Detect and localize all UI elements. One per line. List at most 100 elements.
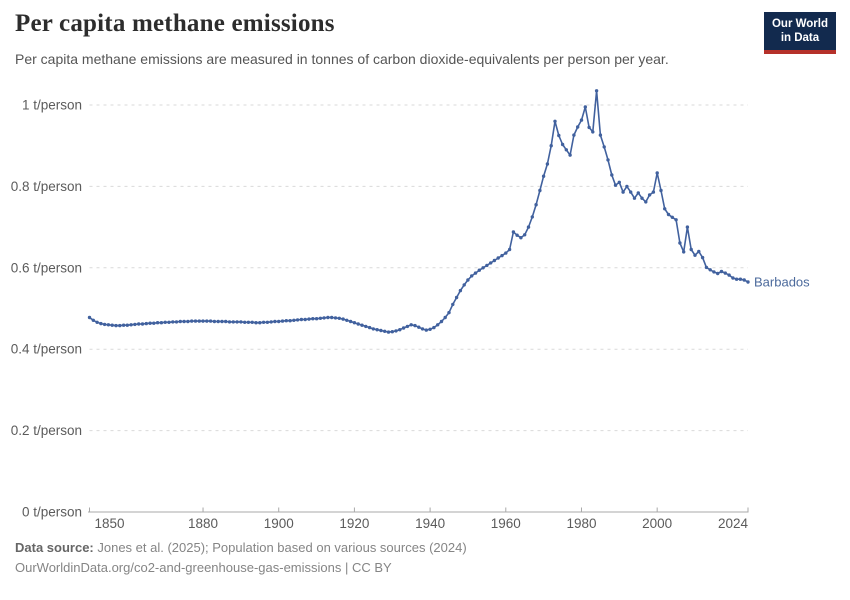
data-point[interactable] [401, 326, 406, 330]
data-point[interactable] [137, 322, 141, 326]
data-point[interactable] [515, 233, 519, 237]
data-point[interactable] [489, 261, 493, 265]
data-point[interactable] [144, 321, 148, 326]
data-point[interactable] [576, 125, 580, 129]
data-point[interactable] [360, 323, 364, 327]
data-point[interactable] [205, 319, 209, 323]
data-point[interactable] [644, 200, 648, 204]
data-point[interactable] [712, 270, 716, 274]
data-point[interactable] [682, 250, 686, 254]
data-point[interactable] [155, 321, 160, 325]
entity-label-barbados[interactable]: Barbados [754, 275, 810, 290]
data-point[interactable] [564, 148, 568, 152]
data-point[interactable] [651, 190, 656, 194]
data-point[interactable] [579, 118, 584, 122]
data-point[interactable] [557, 133, 561, 138]
data-point[interactable] [439, 319, 444, 324]
data-point[interactable] [473, 271, 478, 275]
data-point[interactable] [216, 319, 220, 324]
data-point[interactable] [110, 323, 114, 327]
data-point[interactable] [390, 330, 394, 334]
data-point[interactable] [239, 320, 243, 324]
data-point[interactable] [436, 323, 440, 327]
data-point[interactable] [174, 320, 179, 324]
data-point[interactable] [659, 188, 663, 193]
data-point[interactable] [731, 276, 735, 280]
data-point[interactable] [432, 325, 436, 330]
data-point[interactable] [118, 323, 122, 328]
data-point[interactable] [545, 162, 550, 166]
data-point[interactable] [716, 271, 720, 276]
owid-logo[interactable]: Our World in Data [763, 12, 836, 54]
data-point[interactable] [197, 319, 201, 323]
data-point[interactable] [231, 320, 235, 324]
data-point[interactable] [220, 319, 224, 324]
data-point[interactable] [587, 125, 591, 130]
data-point[interactable] [261, 320, 266, 324]
data-point[interactable] [250, 320, 254, 324]
data-point[interactable] [470, 274, 474, 278]
data-point[interactable] [167, 320, 171, 324]
data-point[interactable] [492, 258, 497, 263]
data-point[interactable] [742, 278, 746, 282]
data-point[interactable] [428, 327, 432, 331]
data-point[interactable] [481, 266, 485, 270]
data-point[interactable] [591, 130, 595, 134]
data-point[interactable] [186, 319, 190, 324]
data-point[interactable] [549, 144, 553, 148]
data-point[interactable] [534, 203, 538, 207]
data-point[interactable] [424, 328, 428, 332]
data-point[interactable] [152, 321, 156, 325]
data-point[interactable] [553, 119, 557, 124]
data-point[interactable] [398, 328, 402, 332]
data-point[interactable] [640, 196, 644, 200]
data-point[interactable] [541, 174, 546, 178]
data-point[interactable] [303, 317, 307, 322]
data-point[interactable] [629, 190, 633, 194]
data-point[interactable] [277, 319, 281, 324]
data-point[interactable] [697, 249, 701, 254]
data-point[interactable] [496, 256, 500, 260]
data-point[interactable] [523, 233, 527, 237]
data-point[interactable] [413, 323, 417, 328]
data-point[interactable] [708, 268, 712, 272]
data-point[interactable] [212, 319, 217, 324]
data-point[interactable] [330, 315, 334, 320]
data-point[interactable] [666, 212, 671, 217]
data-point[interactable] [655, 171, 659, 175]
data-point[interactable] [178, 319, 182, 324]
data-point[interactable] [356, 322, 360, 326]
data-point[interactable] [171, 320, 175, 324]
data-point[interactable] [500, 253, 504, 258]
data-point[interactable] [568, 153, 572, 157]
data-point[interactable] [719, 269, 724, 274]
data-point[interactable] [602, 145, 606, 149]
data-point[interactable] [288, 319, 292, 323]
data-point[interactable] [621, 190, 625, 194]
data-point[interactable] [307, 317, 311, 321]
series-line-barbados[interactable] [88, 90, 749, 333]
data-point[interactable] [477, 268, 481, 272]
data-point[interactable] [99, 321, 103, 326]
data-point[interactable] [246, 320, 251, 324]
data-point[interactable] [333, 316, 338, 320]
data-point[interactable] [292, 318, 296, 322]
data-point[interactable] [689, 247, 693, 252]
data-point[interactable] [462, 283, 466, 287]
data-point[interactable] [364, 324, 368, 329]
data-point[interactable] [454, 295, 459, 300]
data-point[interactable] [606, 158, 610, 162]
data-point[interactable] [258, 321, 262, 325]
data-point[interactable] [700, 255, 705, 260]
data-point[interactable] [375, 328, 379, 332]
data-point[interactable] [451, 302, 455, 307]
data-point[interactable] [91, 318, 96, 322]
data-point[interactable] [190, 319, 194, 323]
data-point[interactable] [148, 321, 152, 325]
data-point[interactable] [159, 321, 164, 325]
data-point[interactable] [383, 329, 387, 333]
data-point[interactable] [322, 316, 326, 320]
data-point[interactable] [409, 323, 413, 327]
data-point[interactable] [685, 225, 690, 229]
data-point[interactable] [318, 316, 323, 320]
